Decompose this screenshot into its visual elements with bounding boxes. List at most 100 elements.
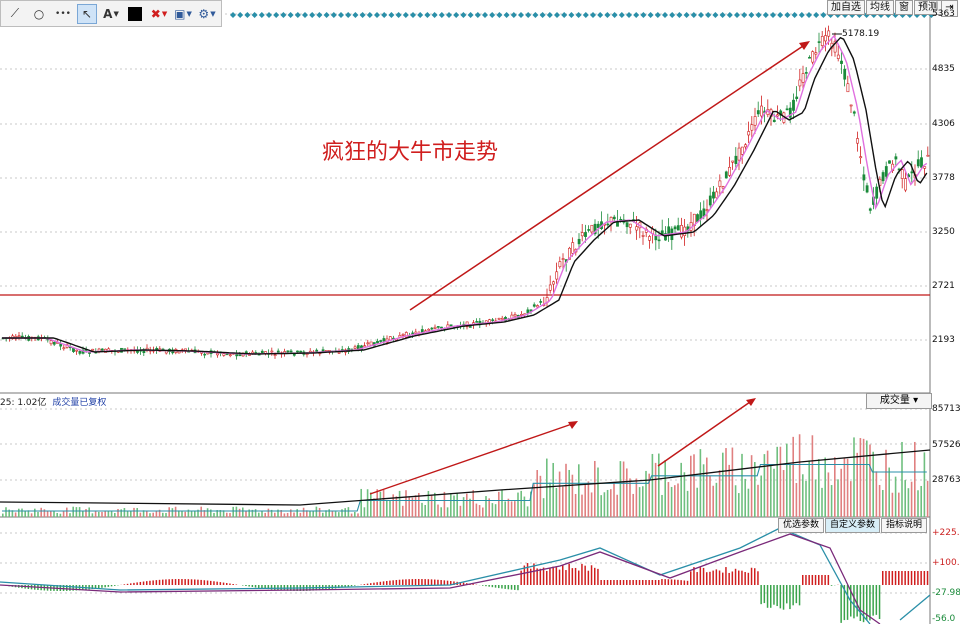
candle-body (894, 156, 898, 160)
candle-body (628, 223, 632, 228)
candle-body (363, 345, 367, 348)
dots-tool-icon[interactable]: ••• (55, 8, 71, 19)
volume-bar (98, 511, 100, 517)
volume-bar (40, 507, 42, 517)
event-marker-icon (352, 12, 359, 18)
volume-bar (462, 497, 465, 517)
volume-bar (526, 506, 529, 517)
volume-bar (213, 512, 215, 517)
volume-bar (389, 500, 391, 517)
volume-bar (478, 505, 481, 517)
volume-bar (334, 511, 337, 517)
macd-bar (696, 572, 698, 585)
candle-body (433, 326, 437, 329)
macd-bar (190, 579, 193, 585)
candle-body (792, 99, 795, 111)
text-tool-icon[interactable]: A ▼ (103, 6, 119, 21)
volume-bar (235, 506, 238, 517)
macd-bar (866, 585, 868, 621)
event-marker-icon (669, 12, 676, 18)
tab-indicator-help[interactable]: 指标说明 (881, 518, 928, 533)
volume-bar (107, 510, 110, 517)
volume-indicator-select[interactable]: 成交量 ▾ (866, 393, 932, 409)
volume-bar (434, 492, 436, 517)
volume-bar (174, 506, 177, 517)
volume-bar (232, 506, 234, 517)
volume-bar (75, 507, 78, 517)
volume-bar (850, 481, 852, 517)
tab-moving-average[interactable]: 均线 (866, 0, 894, 15)
tab-preferred-params[interactable]: 优选参数 (778, 518, 825, 533)
candle-body (772, 119, 776, 123)
macd-bar (354, 585, 356, 586)
volume-bar (392, 494, 394, 517)
macd-bar (491, 585, 494, 588)
macd-bar (421, 579, 423, 585)
price-tick: 5363 (932, 9, 955, 19)
volume-bar (917, 490, 919, 517)
volume-bar (216, 510, 218, 517)
macd-bar (62, 585, 65, 591)
volume-bar (338, 512, 340, 517)
volume-bar (277, 509, 279, 517)
settings-icon[interactable]: ⚙ ▼ (198, 6, 216, 21)
volume-bar (610, 489, 612, 517)
event-marker-icon (244, 12, 251, 18)
macd-bar (382, 581, 385, 585)
event-marker-icon (467, 12, 474, 18)
candle-body (552, 281, 555, 285)
save-icon[interactable]: ▣ ▼ (174, 6, 192, 21)
volume-bar (152, 512, 154, 517)
volume-bar (104, 510, 106, 517)
candle-body (728, 166, 731, 176)
macd-bar (750, 567, 753, 585)
macd-bar (104, 585, 106, 588)
volume-bar (910, 481, 913, 517)
volume-bar (280, 510, 282, 517)
trend-arrow-head (799, 41, 810, 50)
tab-forecast[interactable]: 预测 (914, 0, 942, 15)
macd-bar (501, 585, 503, 589)
tab-custom-params[interactable]: 自定义参数 (825, 518, 881, 533)
candle-body (590, 224, 594, 233)
volume-bar (901, 441, 903, 517)
delete-icon[interactable]: ✖ ▼ (150, 6, 168, 21)
line-tool-icon[interactable]: ⟋ (10, 6, 20, 20)
volume-bar (197, 509, 199, 517)
event-marker-icon (582, 12, 589, 18)
volume-bar (760, 475, 762, 517)
macd-bar (744, 571, 746, 585)
event-marker-icon (784, 12, 791, 18)
event-marker-icon (597, 12, 604, 18)
ma-long-line (2, 36, 928, 355)
event-marker-icon (338, 12, 344, 18)
event-marker-icon (316, 12, 323, 18)
volume-bar (440, 507, 442, 517)
event-marker-icon (258, 12, 265, 18)
candle-body (846, 83, 850, 93)
macd-bar (274, 585, 276, 590)
event-marker-icon (618, 12, 625, 18)
tab-window[interactable]: 窗 (895, 0, 913, 15)
pointer-tool-icon[interactable]: ↖ (77, 3, 97, 24)
volume-bar (309, 510, 311, 517)
macd-bar (149, 580, 151, 585)
candle-body (606, 223, 610, 226)
macd-bar (562, 565, 564, 585)
macd-bar (651, 580, 654, 585)
tab-add-watchlist[interactable]: 加自选 (827, 0, 865, 15)
candle-body (625, 222, 629, 228)
candle-body (436, 326, 440, 328)
volume-bar (59, 513, 62, 517)
event-marker-icon (712, 12, 719, 18)
collapse-panel-icon[interactable]: ⇥ (941, 0, 958, 17)
volume-bar (773, 468, 775, 517)
macd-bar (110, 585, 113, 587)
macd-bar (664, 579, 666, 585)
circle-tool-icon[interactable]: ○ (33, 6, 45, 21)
event-marker-icon (633, 12, 640, 18)
event-marker-icon (359, 12, 366, 18)
color-swatch-icon[interactable] (125, 4, 145, 24)
candle-body (664, 233, 667, 241)
